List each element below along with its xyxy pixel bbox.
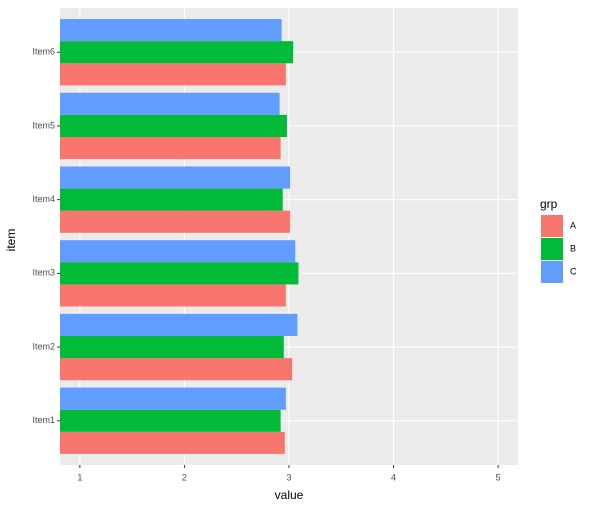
bar — [60, 262, 299, 285]
bar — [60, 409, 281, 432]
y-tick-label: Item4 — [32, 194, 55, 204]
x-tick-label: 2 — [182, 472, 187, 482]
x-tick-label: 5 — [496, 472, 501, 482]
bar — [60, 284, 286, 307]
bar — [60, 136, 281, 160]
bar — [60, 188, 283, 211]
bar — [60, 387, 286, 410]
legend-label: B — [570, 243, 576, 253]
bar — [60, 166, 291, 189]
legend-key — [541, 261, 563, 283]
x-tick-label: 4 — [391, 472, 396, 482]
bar — [60, 431, 285, 454]
y-tick-label: Item6 — [32, 47, 55, 57]
y-tick-label: Item5 — [32, 120, 55, 130]
bar — [60, 240, 296, 263]
y-axis-title: item — [4, 229, 18, 252]
legend-label: C — [570, 266, 577, 276]
legend-key — [541, 238, 563, 260]
bar — [60, 114, 287, 137]
y-tick-label: Item1 — [32, 415, 55, 425]
y-tick-label: Item3 — [32, 268, 55, 278]
x-tick-label: 1 — [77, 472, 82, 482]
legend-label: A — [570, 220, 576, 230]
bar — [60, 358, 293, 381]
bar — [60, 63, 286, 86]
x-axis-title: value — [275, 488, 304, 502]
legend-key — [541, 215, 563, 237]
legend-title: grp — [540, 197, 558, 211]
bar — [60, 210, 291, 233]
x-tick-label: 3 — [286, 472, 291, 482]
y-tick-label: Item2 — [32, 341, 55, 351]
bar — [60, 41, 294, 64]
bar — [60, 92, 280, 115]
bar — [60, 313, 298, 337]
bar — [60, 19, 282, 42]
bar — [60, 336, 284, 359]
